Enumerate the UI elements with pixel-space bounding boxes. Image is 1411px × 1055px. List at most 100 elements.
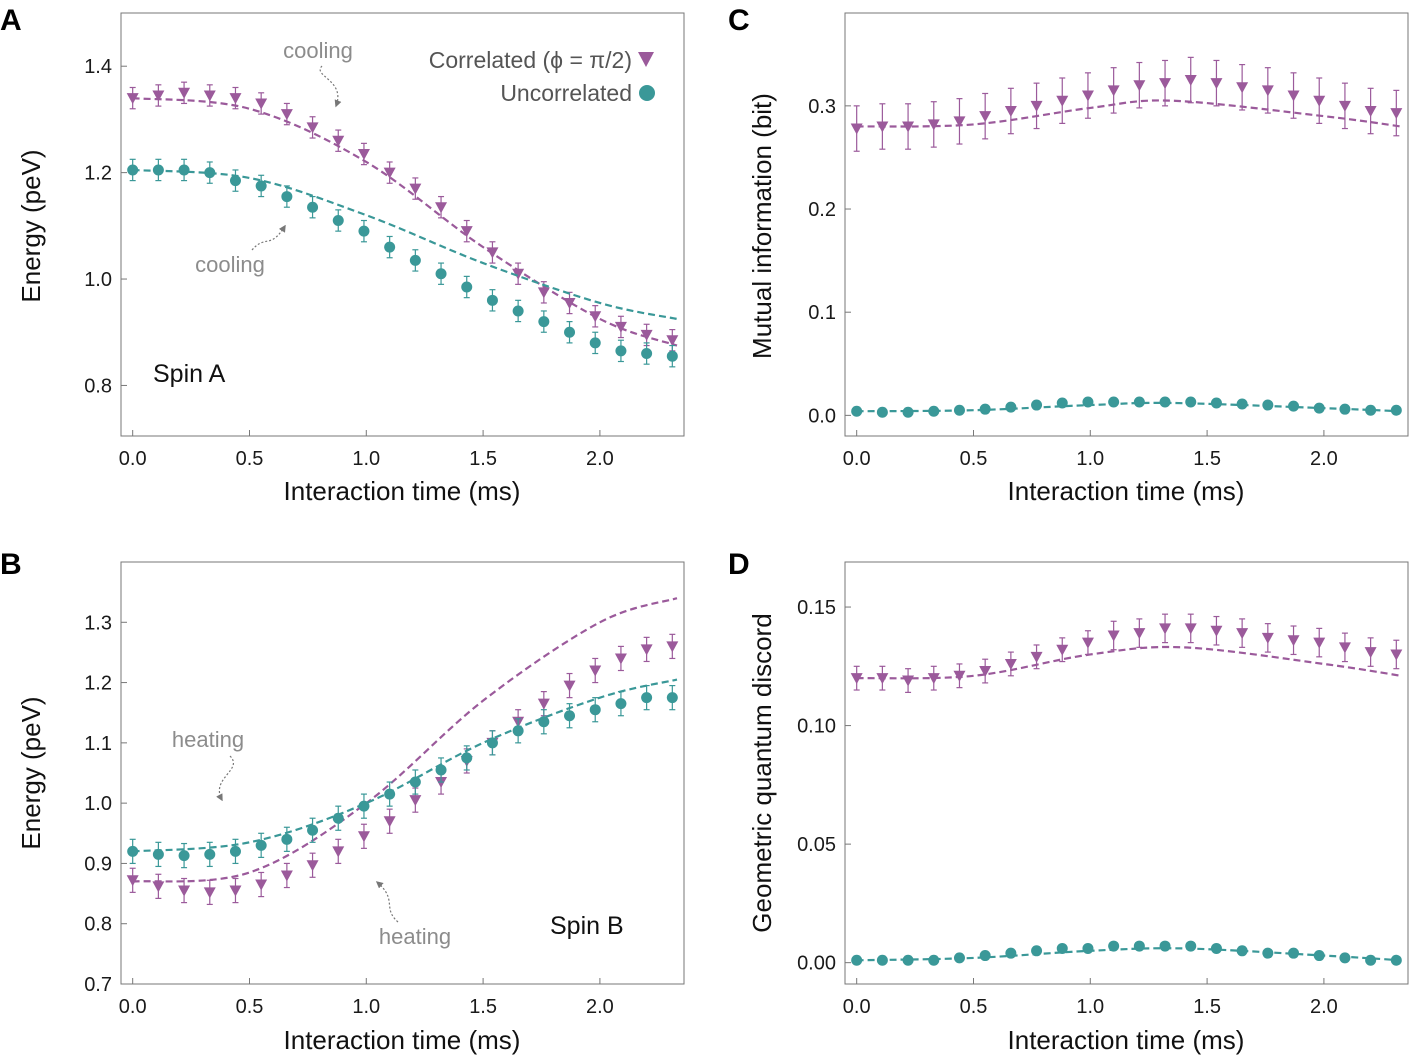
- data-point-uncorrelated-d: [1185, 940, 1197, 952]
- data-point-correlated-b: [203, 887, 216, 899]
- y-tick-label-b: 0.7: [84, 974, 112, 996]
- data-point-uncorrelated-a: [641, 348, 653, 360]
- data-point-correlated-d: [1056, 644, 1069, 656]
- annotation-arrow-cooling-uncorrelated: [251, 224, 286, 251]
- panel-label-d: D: [728, 548, 750, 581]
- x-tick-label-a: 1.5: [469, 448, 497, 470]
- data-point-uncorrelated-c: [876, 406, 888, 418]
- data-point-correlated-c: [1159, 78, 1172, 90]
- data-point-correlated-a: [255, 98, 268, 110]
- data-point-uncorrelated-d: [851, 954, 863, 966]
- data-point-correlated-c: [1056, 95, 1069, 107]
- y-tick-label-d: 0.00: [797, 953, 836, 975]
- data-point-correlated-d: [1133, 628, 1146, 640]
- data-point-correlated-c: [902, 121, 915, 133]
- data-point-uncorrelated-c: [1082, 396, 1094, 408]
- data-point-correlated-a: [435, 202, 448, 214]
- data-point-uncorrelated-c: [1159, 396, 1171, 408]
- data-point-uncorrelated-d: [1133, 940, 1145, 952]
- data-point-correlated-a: [666, 335, 679, 347]
- x-tick-label-b: 0.5: [236, 996, 264, 1018]
- data-point-uncorrelated-c: [902, 406, 914, 418]
- data-point-uncorrelated-c: [1262, 399, 1274, 411]
- data-point-uncorrelated-b: [538, 716, 550, 728]
- data-point-correlated-d: [1390, 649, 1403, 661]
- spin-a-label: Spin A: [153, 360, 226, 388]
- data-point-correlated-b: [589, 665, 602, 677]
- data-point-uncorrelated-c: [1133, 396, 1145, 408]
- data-point-correlated-a: [178, 87, 191, 99]
- data-point-uncorrelated-b: [281, 833, 293, 845]
- theory-curve-correlated-a: [132, 97, 678, 347]
- data-point-uncorrelated-d: [1210, 942, 1222, 954]
- annotation-arrow-heating-uncorrelated: [216, 755, 234, 802]
- data-point-uncorrelated-b: [307, 824, 319, 836]
- data-point-uncorrelated-d: [1005, 947, 1017, 959]
- data-point-correlated-d: [1184, 623, 1197, 635]
- data-point-uncorrelated-d: [928, 954, 940, 966]
- data-point-uncorrelated-b: [589, 704, 601, 716]
- theory-curve-correlated-d: [856, 645, 1402, 680]
- data-point-uncorrelated-d: [1365, 954, 1377, 966]
- y-tick-label-b: 1.3: [84, 612, 112, 634]
- data-point-correlated-c: [1313, 95, 1326, 107]
- data-point-uncorrelated-c: [1108, 396, 1120, 408]
- data-point-uncorrelated-a: [666, 350, 678, 362]
- data-point-correlated-b: [306, 860, 319, 872]
- x-tick-label-a: 2.0: [586, 448, 614, 470]
- data-point-uncorrelated-c: [1236, 398, 1248, 410]
- x-tick-label-b: 2.0: [586, 996, 614, 1018]
- data-point-uncorrelated-a: [564, 326, 576, 338]
- data-point-correlated-a: [614, 321, 627, 333]
- data-point-correlated-b: [229, 885, 242, 897]
- y-tick-label-c: 0.0: [808, 405, 836, 427]
- data-point-uncorrelated-d: [979, 950, 991, 962]
- data-point-uncorrelated-b: [641, 692, 653, 704]
- data-point-correlated-a: [589, 311, 602, 323]
- x-tick-label-c: 0.5: [960, 448, 988, 470]
- data-point-uncorrelated-a: [435, 268, 447, 280]
- y-axis-label-c: Mutual information (bit): [747, 93, 777, 359]
- data-point-correlated-a: [332, 135, 345, 147]
- data-point-uncorrelated-d: [1339, 952, 1351, 964]
- data-point-correlated-b: [563, 680, 576, 692]
- data-point-uncorrelated-b: [666, 692, 678, 704]
- data-point-uncorrelated-d: [1056, 942, 1068, 954]
- data-point-correlated-a: [280, 109, 293, 121]
- data-point-uncorrelated-b: [204, 848, 216, 860]
- annotation-heating-uncorrelated: heating: [172, 727, 244, 752]
- data-point-uncorrelated-a: [152, 164, 164, 176]
- data-point-correlated-c: [1107, 85, 1120, 97]
- x-tick-label-b: 1.0: [352, 996, 380, 1018]
- data-point-correlated-a: [640, 329, 653, 341]
- y-tick-label-a: 1.4: [84, 56, 112, 78]
- data-point-correlated-a: [486, 247, 499, 259]
- data-point-correlated-d: [1236, 628, 1249, 640]
- data-point-uncorrelated-b: [486, 737, 498, 749]
- data-point-uncorrelated-b: [512, 725, 524, 737]
- data-point-uncorrelated-c: [1339, 403, 1351, 415]
- data-point-correlated-a: [203, 90, 216, 102]
- data-point-correlated-c: [1004, 106, 1017, 118]
- legend-uncorrelated-marker: [639, 85, 655, 101]
- panel-label-c: C: [728, 4, 750, 37]
- data-point-uncorrelated-b: [615, 698, 627, 710]
- data-point-correlated-c: [1210, 78, 1223, 90]
- data-point-uncorrelated-d: [1313, 950, 1325, 962]
- annotation-cooling-correlated: cooling: [283, 38, 353, 63]
- theory-curve-uncorrelated-a: [132, 168, 678, 321]
- data-point-uncorrelated-d: [1390, 954, 1402, 966]
- data-point-uncorrelated-c: [1313, 402, 1325, 414]
- data-point-uncorrelated-c: [1390, 404, 1402, 416]
- data-point-correlated-c: [979, 111, 992, 123]
- data-point-correlated-d: [979, 666, 992, 678]
- data-point-correlated-b: [666, 641, 679, 653]
- data-point-uncorrelated-c: [1365, 404, 1377, 416]
- data-point-uncorrelated-a: [332, 215, 344, 227]
- data-point-correlated-c: [1390, 108, 1403, 120]
- data-point-correlated-d: [1287, 635, 1300, 647]
- data-point-uncorrelated-b: [564, 710, 576, 722]
- data-point-correlated-a: [383, 167, 396, 179]
- data-point-uncorrelated-c: [953, 404, 965, 416]
- plot-area-b: 0.0 0.5 1.0 1.5 2.0 0.7 0.8 0.9 1.0 1.1 1.2 1.3: [84, 561, 685, 1018]
